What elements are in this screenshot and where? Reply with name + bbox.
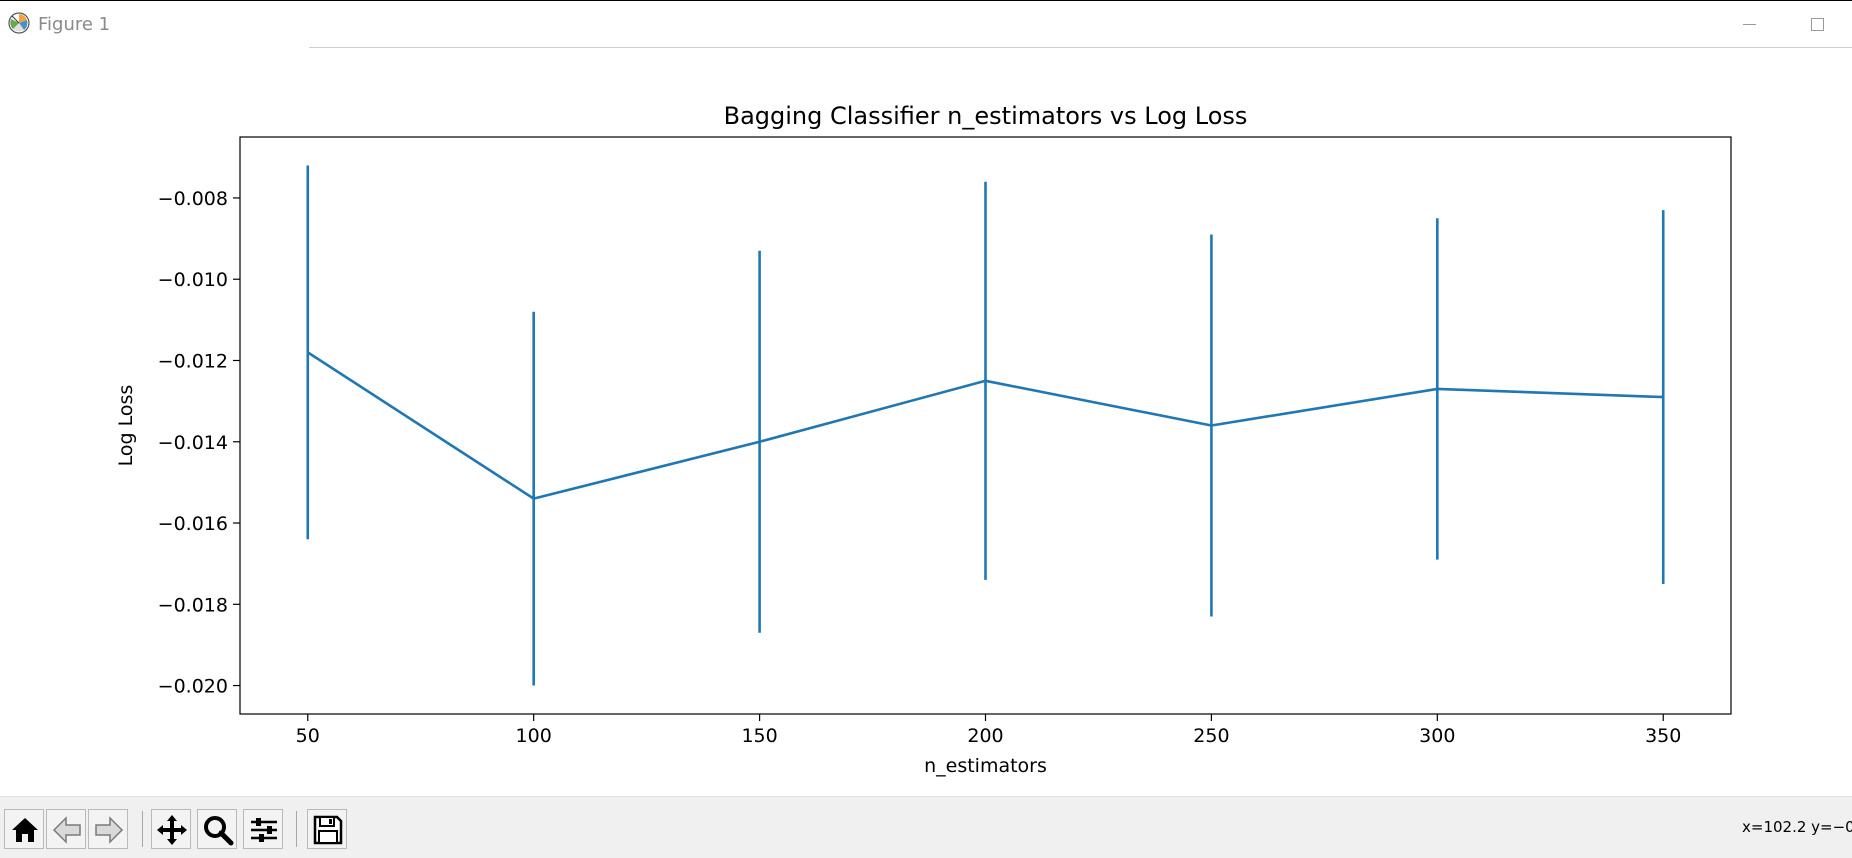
matplotlib-logo-icon — [8, 12, 30, 34]
maximize-icon — [1811, 18, 1824, 31]
x-tick-label: 200 — [967, 725, 1003, 747]
y-tick-label: −0.012 — [158, 350, 228, 372]
y-tick-label: −0.010 — [158, 269, 228, 291]
cursor-coordinates: x=102.2 y=−0 — [1742, 818, 1852, 836]
navigation-toolbar: x=102.2 y=−0 — [0, 796, 1852, 858]
y-tick-label: −0.016 — [158, 513, 228, 535]
y-tick-label: −0.018 — [158, 594, 228, 616]
y-tick-label: −0.020 — [158, 676, 228, 698]
x-tick-label: 150 — [741, 725, 777, 747]
x-tick-label: 250 — [1193, 725, 1229, 747]
axis-ticks: 50 100 150 200 250 300 350 −0.008 −0.010 −0.012 −0… — [158, 188, 1682, 747]
title-bar[interactable]: Figure 1 — [0, 1, 1852, 47]
back-button[interactable] — [46, 809, 86, 849]
x-axis-label: n_estimators — [924, 755, 1047, 777]
back-arrow-icon — [52, 816, 81, 844]
x-tick-label: 300 — [1419, 725, 1455, 747]
home-icon — [12, 818, 38, 842]
chart: Bagging Classifier n_estimators vs Log L… — [115, 102, 1732, 777]
forward-button[interactable] — [88, 809, 128, 849]
save-icon — [313, 815, 343, 845]
menu-separator — [309, 47, 1852, 48]
x-tick-label: 50 — [296, 725, 320, 747]
configure-subplots-icon — [251, 818, 277, 842]
zoom-icon — [204, 816, 234, 846]
top-border — [0, 0, 1852, 1]
pan-icon — [157, 815, 187, 845]
configure-subplots-button[interactable] — [243, 809, 283, 849]
minimize-button[interactable] — [1726, 9, 1772, 39]
x-tick-label: 350 — [1645, 725, 1681, 747]
window-title: Figure 1 — [38, 14, 111, 35]
toolbar-separator — [296, 811, 297, 847]
save-button[interactable] — [307, 809, 347, 849]
series-line — [307, 351, 1664, 500]
pan-button[interactable] — [151, 809, 191, 849]
maximize-button[interactable] — [1794, 9, 1840, 39]
zoom-button[interactable] — [197, 809, 237, 849]
forward-arrow-icon — [95, 816, 124, 844]
error-bars — [306, 165, 1665, 686]
home-button[interactable] — [4, 809, 44, 849]
toolbar-separator — [142, 811, 143, 847]
y-tick-label: −0.014 — [158, 432, 228, 454]
chart-title: Bagging Classifier n_estimators vs Log L… — [724, 102, 1248, 130]
figure-canvas[interactable]: Bagging Classifier n_estimators vs Log L… — [0, 48, 1852, 796]
minimize-icon — [1743, 24, 1756, 25]
y-tick-label: −0.008 — [158, 188, 228, 210]
x-tick-label: 100 — [516, 725, 552, 747]
y-axis-label: Log Loss — [115, 385, 137, 467]
